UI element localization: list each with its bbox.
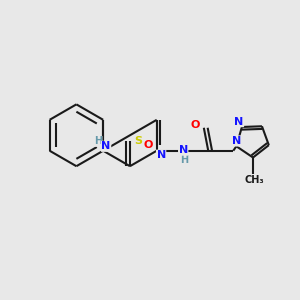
Text: H: H xyxy=(181,154,189,165)
Text: CH₃: CH₃ xyxy=(245,175,264,185)
Text: N: N xyxy=(101,141,111,151)
Text: N: N xyxy=(234,117,244,127)
Text: O: O xyxy=(190,120,200,130)
Text: N: N xyxy=(157,150,166,160)
Text: N: N xyxy=(232,136,241,146)
Text: H: H xyxy=(94,136,102,146)
Text: O: O xyxy=(144,140,153,150)
Text: N: N xyxy=(178,145,188,155)
Text: S: S xyxy=(134,136,142,146)
